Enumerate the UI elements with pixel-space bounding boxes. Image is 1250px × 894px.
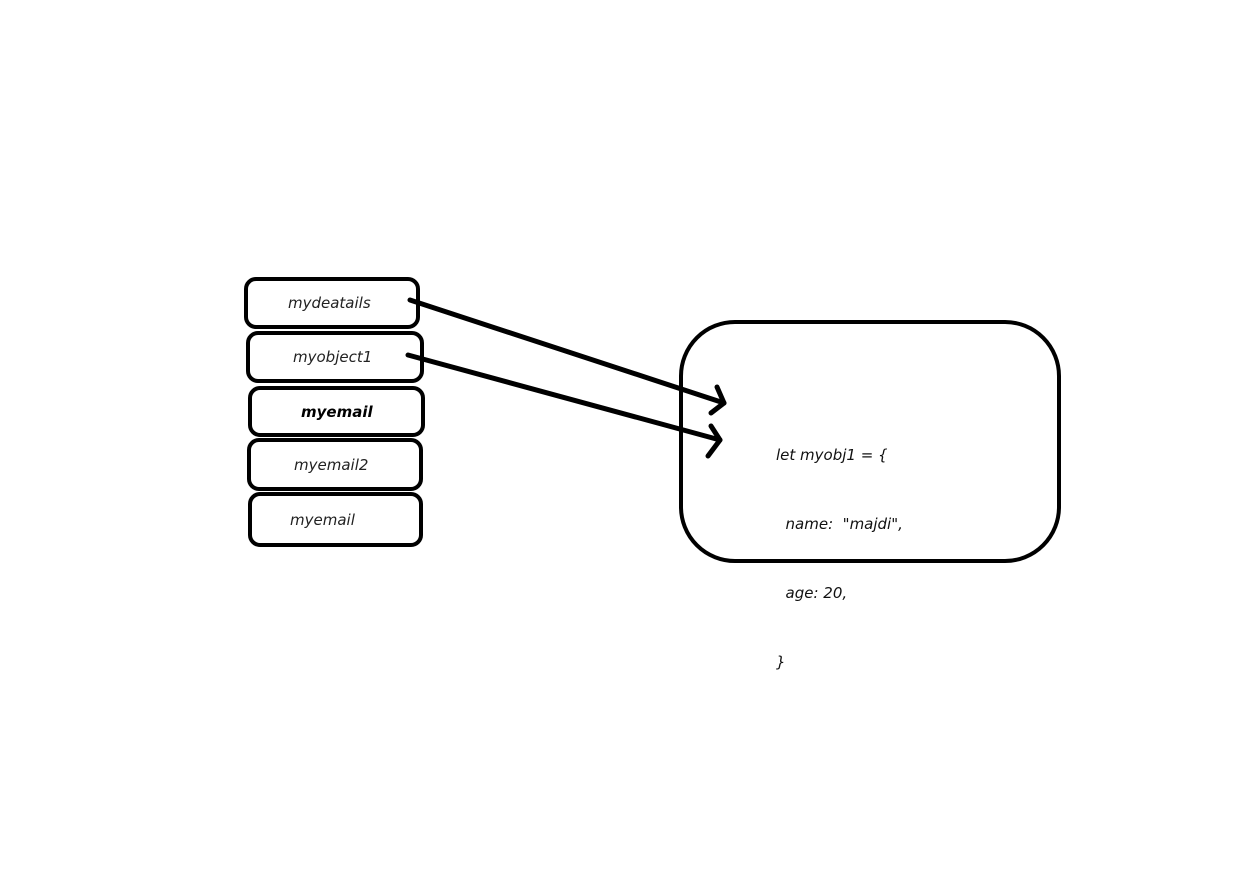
variable-box-myemail-second: myemail [248,492,423,547]
variable-box-mydeatails: mydeatails [244,277,420,329]
variable-box-myobject1: myobject1 [246,331,424,383]
variable-label: mydeatails [288,294,371,312]
variable-label: myemail [301,402,373,421]
variable-box-myemail2: myemail2 [247,438,423,491]
variable-label: myobject1 [293,348,373,366]
arrow-mydeatails-to-object [407,297,727,416]
object-box [679,320,1061,563]
variable-label: myemail2 [294,455,369,474]
code-line: } [776,653,786,671]
code-line: age: 20, [776,584,848,602]
code-line: name: "majdi", [776,515,903,533]
arrow-myobject1-to-object [405,352,723,459]
variable-label: myemail [290,510,355,529]
variable-box-myemail: myemail [248,386,425,437]
object-code: let myobj1 = { name: "majdi", age: 20, } [776,398,903,720]
code-line: let myobj1 = { [776,446,888,464]
